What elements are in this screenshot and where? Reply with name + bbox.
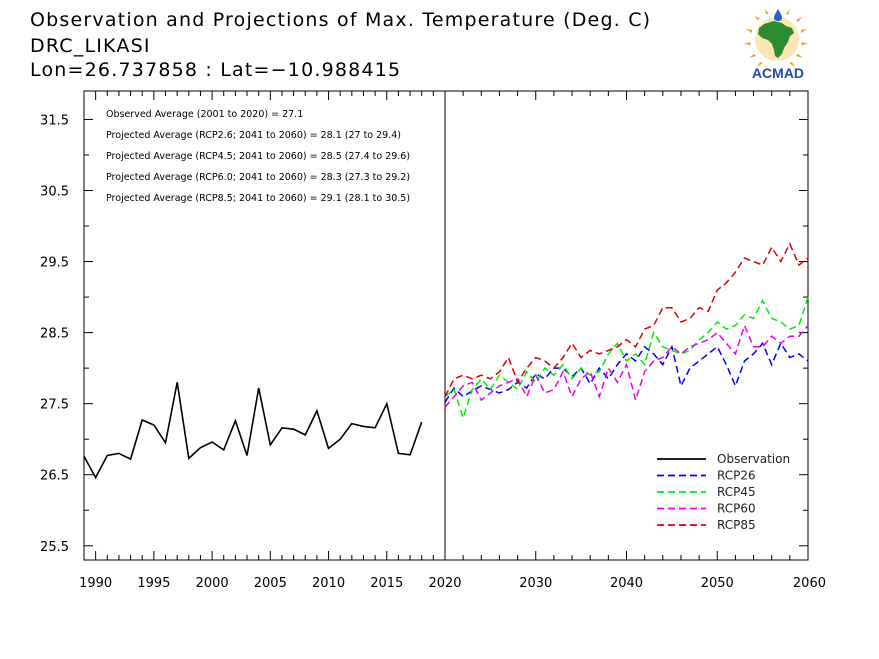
average-annotation: Projected Average (RCP4.5; 2041 to 2060)… (106, 151, 410, 162)
coordinates: Lon=26.737858 : Lat=−10.988415 (30, 59, 402, 81)
average-annotations: Observed Average (2001 to 2020) = 27.1 Pr… (106, 109, 410, 204)
legend-label: Observation (717, 452, 790, 466)
acmad-logo: ACMAD (744, 9, 808, 81)
series-lines (83, 242, 809, 480)
location-name: DRC_LIKASI (30, 35, 151, 57)
x-tick-label: 2030 (519, 576, 552, 591)
series-line-rcp85 (444, 242, 809, 397)
series-line-rcp45 (444, 296, 809, 421)
legend-label: RCP26 (717, 469, 756, 483)
x-tick-label: 2015 (370, 576, 403, 591)
chart-title: Observation and Projections of Max. Temp… (30, 9, 652, 31)
average-annotation: Projected Average (RCP8.5; 2041 to 2060)… (106, 193, 410, 204)
average-annotation: Projected Average (RCP2.6; 2041 to 2060)… (106, 130, 401, 141)
legend: Observation RCP26 RCP45 RCP60 RCP85 (657, 452, 790, 532)
x-tick-label: 2020 (428, 576, 461, 591)
axis-ticks (83, 91, 809, 560)
x-tick-label: 2000 (196, 576, 229, 591)
average-annotation: Projected Average (RCP6.0; 2041 to 2060)… (106, 172, 410, 183)
y-tick-label: 27.5 (40, 398, 69, 413)
legend-label: RCP45 (717, 485, 756, 499)
y-tick-label: 25.5 (40, 540, 69, 555)
series-line-rcp60 (444, 323, 809, 408)
y-axis-labels: 25.5 26.5 27.5 28.5 29.5 30.5 31.5 (40, 113, 69, 554)
y-tick-label: 26.5 (40, 469, 69, 484)
x-tick-label: 2010 (312, 576, 345, 591)
average-annotation: Observed Average (2001 to 2020) = 27.1 (106, 109, 303, 120)
series-line-observation (83, 382, 423, 480)
legend-label: RCP60 (717, 502, 756, 516)
y-tick-label: 31.5 (40, 113, 69, 128)
x-tick-label: 1995 (137, 576, 170, 591)
x-tick-label: 2060 (793, 576, 826, 591)
x-tick-label: 2005 (254, 576, 287, 591)
y-tick-label: 30.5 (40, 184, 69, 199)
x-tick-label: 2050 (701, 576, 734, 591)
sun-rays-icon (744, 9, 808, 67)
water-drop-icon (774, 9, 782, 21)
africa-map-icon (758, 21, 794, 58)
y-tick-label: 29.5 (40, 256, 69, 271)
x-tick-label: 1990 (79, 576, 112, 591)
series-line-rcp26 (444, 341, 809, 403)
y-tick-label: 28.5 (40, 327, 69, 342)
logo-text: ACMAD (752, 65, 804, 81)
x-tick-label: 2040 (610, 576, 643, 591)
x-axis-labels: 1990 1995 2000 2005 2010 2015 2020 2030 2040 2050… (79, 576, 826, 591)
legend-label: RCP85 (717, 518, 756, 532)
